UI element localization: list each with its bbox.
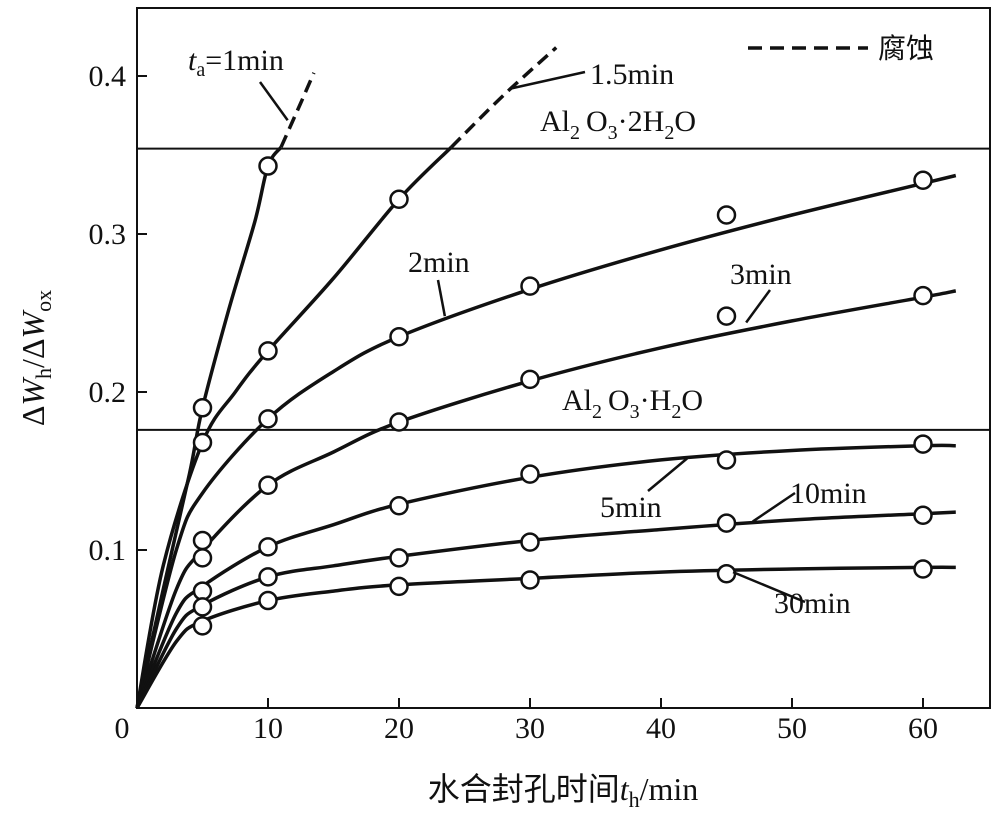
series-line-1.5min: [135, 145, 453, 709]
series-label-1min: ta=1min: [188, 44, 284, 81]
data-point-10min: [520, 532, 540, 552]
x-axis-title: 水合封孔时间th/min: [428, 771, 699, 812]
x-axis-ticks: 10 20 30 40 50 60: [253, 698, 938, 745]
series-line-3min: [135, 289, 957, 709]
data-point-5min: [716, 450, 737, 470]
series-label-1.5min: 1.5min: [590, 58, 674, 91]
y-axis-ticks: 0.1 0.2 0.3 0.4: [89, 60, 147, 567]
series-line-1min: [135, 145, 283, 709]
data-point-3min: [716, 306, 737, 326]
data-point-5min: [192, 581, 213, 601]
series-label-10min: 10min: [790, 477, 867, 510]
leader-line-2min: [436, 279, 447, 317]
data-point-2min: [192, 530, 213, 551]
data-point-2min: [520, 276, 540, 296]
x-tick-label-20: 20: [384, 712, 414, 745]
data-point-2min: [913, 170, 933, 191]
series-label-3min: 3min: [730, 258, 792, 291]
legend-label-corrosion: 腐蚀: [878, 32, 934, 65]
data-point-5min: [913, 434, 933, 454]
series-line-dashed-1min: [279, 72, 316, 148]
x-tick-label-40: 40: [646, 712, 676, 745]
data-point-30min: [913, 559, 933, 579]
plot-frame: [136, 7, 991, 709]
data-point-3min: [913, 285, 933, 306]
y-tick-label-0.2: 0.2: [89, 376, 127, 409]
x-tick-label-60: 60: [908, 712, 938, 745]
data-point-5min: [520, 464, 540, 484]
y-tick-label-0.4: 0.4: [89, 60, 127, 93]
data-point-5min: [389, 496, 409, 516]
leader-line-30min: [732, 570, 806, 604]
data-point-10min: [389, 548, 409, 568]
data-point-2min: [389, 326, 409, 347]
series-markers: [192, 156, 933, 636]
data-point-10min: [716, 513, 737, 533]
data-point-1.5min: [389, 189, 409, 209]
leader-line-10min: [752, 491, 796, 523]
leader-line-5min: [647, 457, 688, 492]
ref-line-label-2h2o: Al2 O3·2H2O: [540, 105, 696, 144]
data-point-10min: [258, 567, 278, 587]
data-point-1min: [258, 156, 278, 176]
series-line-dashed-1.5min: [450, 46, 558, 149]
data-point-3min: [520, 369, 540, 390]
leader-line-3min: [745, 289, 772, 324]
data-point-3min: [192, 548, 213, 568]
data-point-30min: [716, 563, 737, 584]
label-leader-lines: [258, 70, 806, 604]
data-point-1.5min: [192, 432, 213, 453]
series-label-30min: 30min: [774, 587, 851, 620]
data-point-10min: [192, 597, 213, 617]
data-point-30min: [389, 576, 409, 597]
leader-line-1.5min: [510, 70, 586, 90]
data-point-2min: [716, 205, 737, 225]
data-point-30min: [192, 616, 213, 636]
y-tick-label-0.3: 0.3: [89, 218, 127, 251]
data-point-5min: [258, 537, 278, 557]
data-point-30min: [520, 570, 540, 590]
data-point-3min: [389, 412, 409, 432]
x-tick-label-10: 10: [253, 712, 283, 745]
origin-label: 0: [115, 712, 130, 745]
data-point-1min: [192, 398, 213, 418]
data-point-2min: [258, 409, 278, 429]
x-tick-label-50: 50: [777, 712, 807, 745]
y-tick-label-0.1: 0.1: [89, 534, 127, 567]
series-label-5min: 5min: [600, 491, 662, 524]
ref-line-label-h2o: Al2 O3·H2O: [562, 384, 703, 423]
data-point-3min: [258, 475, 278, 495]
series-label-2min: 2min: [408, 246, 470, 279]
y-axis-title: ΔWh/ΔWox: [15, 290, 56, 426]
data-point-30min: [258, 590, 278, 611]
series-line-2min: [135, 173, 957, 709]
leader-line-1min: [258, 81, 289, 121]
data-point-10min: [913, 505, 933, 525]
data-point-1.5min: [258, 341, 278, 361]
x-tick-label-30: 30: [515, 712, 545, 745]
